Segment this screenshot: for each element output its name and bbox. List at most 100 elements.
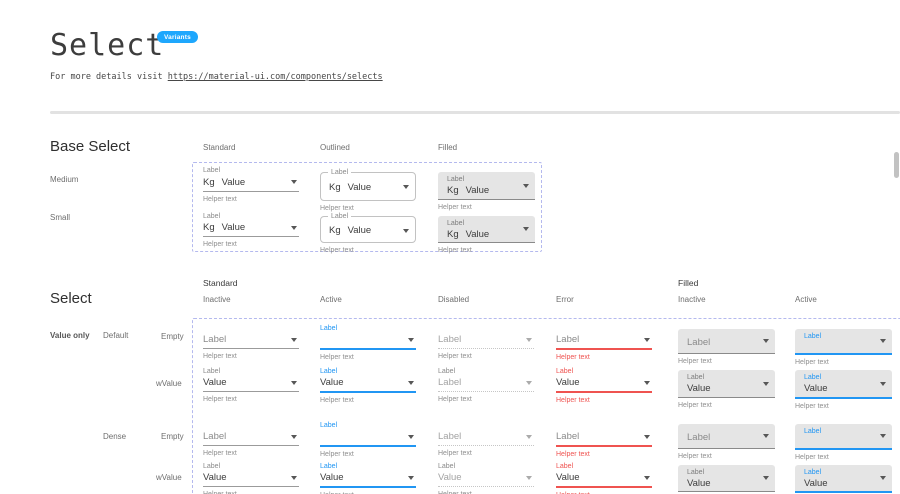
select-value-row: Label [203,333,299,349]
select-value-row: Label [556,333,652,350]
select-filled-box: Label [678,424,775,449]
select-filled-active-dense-empty[interactable]: Label Helper text [795,424,892,461]
select-value: Value [804,478,828,489]
select-filled-active-default-wvalue[interactable]: Label Value Helper text [795,370,892,410]
select-standard-inactive-dense-wvalue[interactable]: Label Value Helper text [203,462,299,494]
label-spacer [556,421,652,430]
select-value-row: Kg Value [321,173,415,193]
select-filled-box: Label Value [795,370,892,399]
select-standard-active-default-wvalue[interactable]: Label Value Helper text [320,367,416,404]
select-standard-error-dense-wvalue[interactable]: Label Value Helper text [556,462,652,494]
dropdown-arrow-icon [523,183,529,188]
dropdown-arrow-icon [880,434,886,438]
base-select-filled-small[interactable]: Label Kg Value Helper text [438,216,535,254]
select-standard-disabled-dense-wvalue: Label Value Helper text [438,462,534,494]
select-label: Label [556,368,574,375]
dropdown-arrow-icon [408,381,414,385]
base-select-standard-small[interactable]: Label Kg Value Helper text [203,212,299,248]
select-helper-text: Helper text [203,450,237,457]
select-helper-text: Helper text [203,491,299,494]
select-helper-text: Helper text [438,491,534,494]
select-standard-inactive-default-wvalue[interactable]: Label Value Helper text [203,367,299,403]
select-standard-error-dense-empty[interactable]: Label Helper text [556,421,652,458]
select-label: Label [203,463,221,470]
select-label: Label [556,463,574,470]
variants-badge: Variants [157,31,198,43]
docs-link[interactable]: https://material-ui.com/components/selec… [167,72,383,82]
select-label: Label [804,428,822,435]
dropdown-arrow-icon [763,339,769,343]
select-standard-active-dense-wvalue[interactable]: Label Value Helper text [320,462,416,494]
dropdown-arrow-icon [644,338,650,342]
select-value-row: Value [556,471,652,488]
select-standard-disabled-default-wvalue: Label Label Helper text [438,367,534,403]
label-spacer [438,324,534,333]
select-standard-inactive-dense-empty[interactable]: Label Helper text [203,421,299,457]
column-header-standard-error: Error [556,295,574,304]
select-helper-text: Helper text [438,353,472,360]
select-adornment: Kg [329,182,341,193]
select-label: Label [438,368,456,375]
dropdown-arrow-icon [644,381,650,385]
select-label: Label [804,469,822,476]
select-label: Label [687,469,705,476]
select-filled-inactive-dense-empty[interactable]: Label Helper text [678,424,775,460]
select-filled-inactive-default-empty[interactable]: Label Helper text [678,329,775,365]
select-helper-text: Helper text [795,403,829,410]
base-select-filled-medium[interactable]: Label Kg Value Helper text [438,172,535,211]
base-select-outlined-medium[interactable]: Label Kg Value Helper text [320,169,416,212]
select-standard-active-default-empty[interactable]: Label Helper text [320,324,416,361]
select-filled-active-dense-wvalue[interactable]: Label Value Helper text [795,465,892,494]
select-value: Value [203,472,227,483]
select-helper-text: Helper text [320,397,354,404]
select-filled-box: Label Value [678,465,775,492]
select-matrix-heading: Select [50,290,92,307]
dropdown-arrow-icon [291,180,297,184]
dropdown-arrow-icon [408,435,414,439]
dropdown-arrow-icon [526,476,532,480]
select-standard-disabled-default-empty: Label Helper text [438,324,534,360]
select-standard-inactive-default-empty[interactable]: Label Helper text [203,324,299,360]
select-helper-text: Helper text [438,396,472,403]
base-select-standard-medium[interactable]: Label Kg Value Helper text [203,166,299,203]
base-column-header-standard: Standard [203,143,236,152]
select-value: Value [687,383,711,394]
select-filled-inactive-default-wvalue[interactable]: Label Value Helper text [678,370,775,409]
vertical-scrollbar-thumb[interactable] [894,152,899,178]
dropdown-arrow-icon [291,476,297,480]
select-value: Value [221,222,246,233]
select-adornment: Kg [203,222,215,233]
select-filled-inactive-dense-wvalue[interactable]: Label Value Helper text [678,465,775,494]
select-helper-text: Helper text [320,492,416,494]
select-standard-error-default-wvalue[interactable]: Label Value Helper text [556,367,652,404]
select-filled-active-default-empty[interactable]: Label Helper text [795,329,892,366]
select-standard-active-dense-empty[interactable]: Label Helper text [320,421,416,458]
dropdown-arrow-icon [526,338,532,342]
page-subtitle: For more details visit https://material-… [50,72,383,82]
select-helper-text: Helper text [556,354,590,361]
select-label: Label [328,213,352,221]
select-value-row: Kg Value [438,184,535,197]
dropdown-arrow-icon [880,381,886,386]
select-value-row: Label [203,430,299,446]
select-label: Label [203,368,221,375]
select-placeholder: Label [556,334,580,345]
select-value-row: Label [556,430,652,447]
select-helper-text: Helper text [795,359,829,366]
select-standard-error-default-empty[interactable]: Label Helper text [556,324,652,361]
group-header-filled: Filled [678,278,699,288]
dropdown-arrow-icon [403,185,409,189]
dropdown-arrow-icon [408,338,414,342]
dropdown-arrow-icon [644,435,650,439]
column-header-filled-inactive: Inactive [678,295,706,304]
header-divider [50,111,900,114]
dropdown-arrow-icon [523,227,529,231]
select-helper-text: Helper text [320,451,354,458]
base-select-variant-border [192,162,542,252]
row-header-default: Default [103,331,129,340]
select-label: Label [320,422,338,429]
select-standard-disabled-dense-empty: Label Helper text [438,421,534,457]
base-select-outlined-small[interactable]: Label Kg Value Helper text [320,213,416,254]
select-helper-text: Helper text [678,453,712,460]
dropdown-arrow-icon [526,435,532,439]
